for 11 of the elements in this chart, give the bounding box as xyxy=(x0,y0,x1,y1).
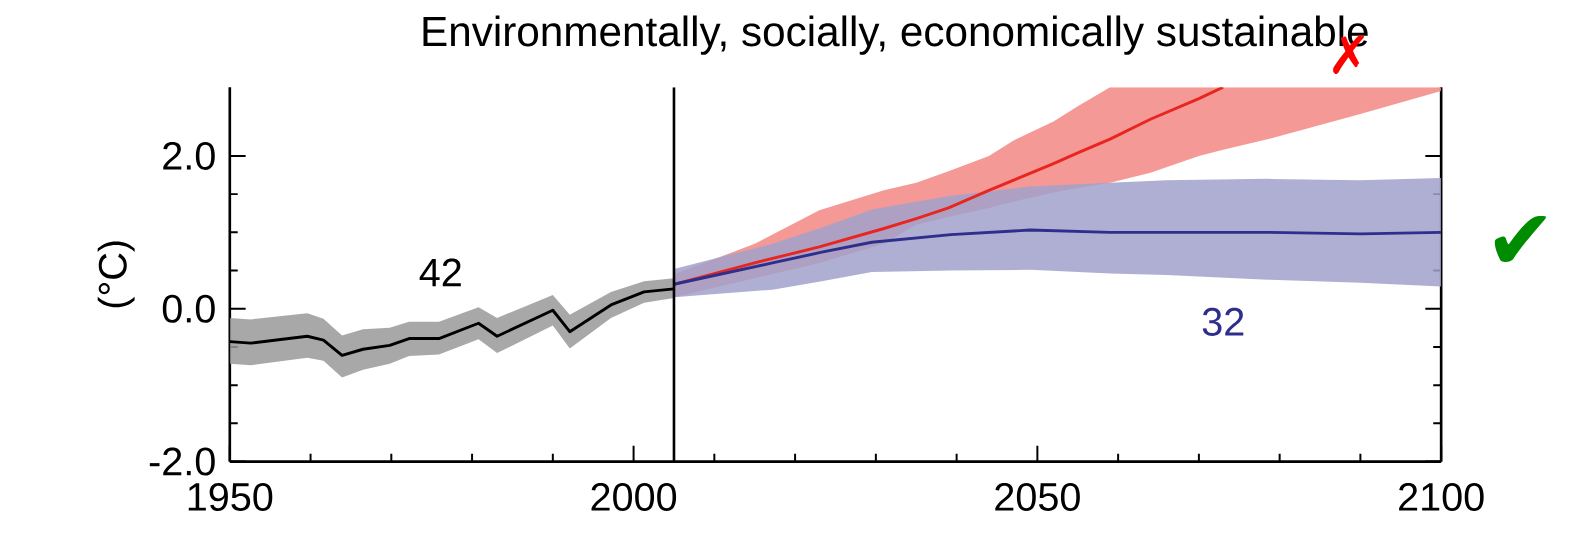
y-tick-label: -2.0 xyxy=(149,447,215,476)
text: ✔ xyxy=(1494,216,1546,263)
annotation: 32 xyxy=(1202,307,1244,337)
y-tick-label: 0.0 xyxy=(162,294,215,323)
x-tick-label: 2100 xyxy=(1399,483,1484,512)
annotation: 42 xyxy=(419,258,461,287)
y-axis-title: (°C) xyxy=(97,241,135,308)
x-tick-label: 2000 xyxy=(591,483,677,512)
x-tick-label: 2050 xyxy=(995,483,1080,512)
y-tick-label: 2.0 xyxy=(163,142,215,171)
x-tick-label: 1950 xyxy=(188,483,273,512)
